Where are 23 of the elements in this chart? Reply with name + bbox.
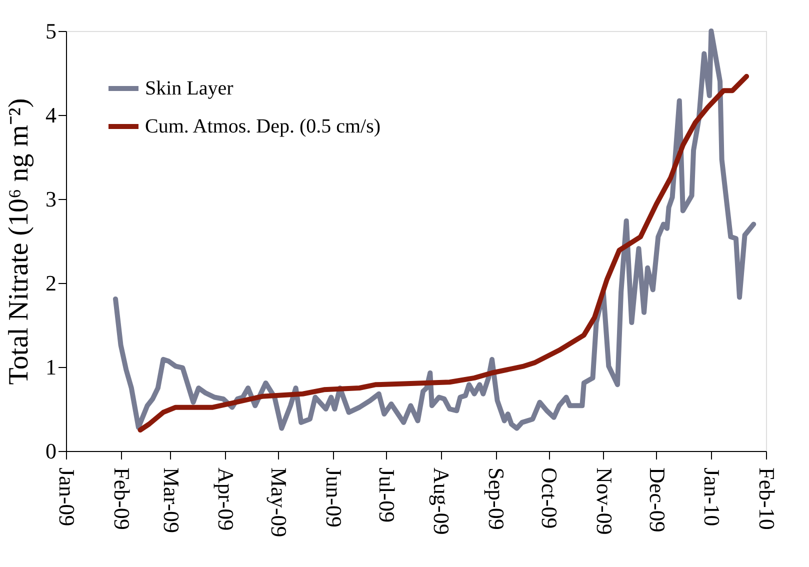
- legend-label: Cum. Atmos. Dep. (0.5 cm/s): [145, 116, 381, 138]
- x-tick-label: Feb-10: [754, 468, 780, 530]
- x-tick-label: Jan-09: [54, 468, 80, 526]
- x-tick-label: May-09: [266, 468, 292, 538]
- x-tick-label: Feb-09: [109, 468, 134, 530]
- x-tick-label: Aug-09: [429, 468, 454, 535]
- legend-label: Skin Layer: [145, 78, 234, 100]
- y-tick-label: 5: [46, 18, 56, 44]
- y-axis-title: Total Nitrate (10⁶ ng m⁻²): [4, 98, 34, 385]
- x-tick-label: Jan-10: [700, 468, 725, 526]
- y-tick-label: 3: [46, 186, 56, 212]
- y-tick-label: 2: [46, 270, 56, 296]
- x-tick-label: Mar-09: [158, 468, 184, 534]
- x-tick-label: Oct-09: [537, 468, 562, 529]
- y-tick-label: 4: [46, 102, 56, 128]
- x-tick-label: Apr-09: [214, 468, 239, 531]
- x-tick-label: Jul-09: [374, 468, 400, 522]
- x-tick-label: Dec-09: [644, 468, 670, 532]
- y-tick-label: 0: [46, 438, 56, 464]
- y-tick-label: 1: [46, 354, 56, 380]
- x-tick-label: Jun-09: [321, 468, 346, 528]
- x-tick-label: Sep-09: [484, 468, 510, 530]
- x-tick-label: Nov-09: [592, 468, 617, 535]
